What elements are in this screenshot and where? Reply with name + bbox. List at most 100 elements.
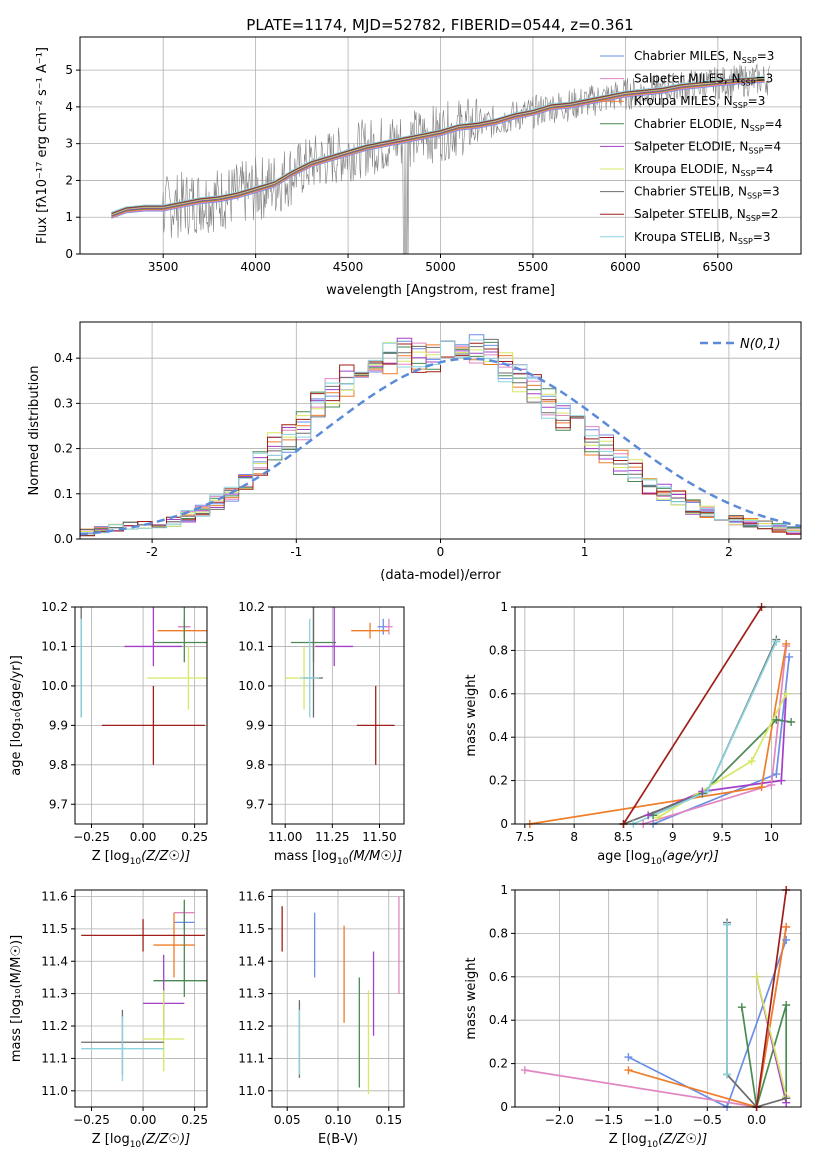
x-tick-label: 5500 xyxy=(518,260,549,274)
y-tick-label: 0.2 xyxy=(489,1057,508,1071)
model-line-2 xyxy=(111,80,765,218)
y-tick-label: 11.3 xyxy=(41,987,68,1001)
y-tick-label: 9.8 xyxy=(49,758,68,772)
y-tick-label: 11.6 xyxy=(238,889,265,903)
y-tick-label: 10.1 xyxy=(238,639,265,653)
x-tick-label: 8 xyxy=(570,830,578,844)
model-line-6 xyxy=(111,77,765,215)
weight-line-4 xyxy=(647,693,788,817)
x-axis-label-sub: 10 xyxy=(337,857,349,867)
y-tick-label: 0.1 xyxy=(54,487,73,501)
weight-marker-6 xyxy=(782,1094,791,1103)
y-tick-label: 11.3 xyxy=(238,987,265,1001)
model-line-5 xyxy=(111,78,765,216)
x-tick-label: 0.05 xyxy=(274,1113,301,1127)
model-line-4 xyxy=(111,78,765,216)
x-axis-label: Z [log10(Z/Z☉)] xyxy=(92,849,190,867)
weight-marker-2 xyxy=(782,922,791,931)
x-tick-label: −0.25 xyxy=(73,1113,110,1127)
y-tick-label: 0 xyxy=(500,1100,508,1114)
weight-marker-1 xyxy=(767,780,776,789)
histogram-series-8 xyxy=(80,339,801,539)
y-axis-label: mass [log₁₀(M/M☉)] xyxy=(9,935,24,1062)
legend-label-end: =3 xyxy=(762,185,780,199)
legend-label-5: Kroupa ELODIE, NSSP=4 xyxy=(634,162,773,178)
panel-massweight_vs_age: 7.5 8 8.5 9 9.5 10 0 0.2 0.4 0.6 0.8 1 age [log10(ag… xyxy=(464,600,802,867)
y-tick-label: 11.1 xyxy=(41,1051,68,1065)
x-axis-label-tail: (M/M☉)] xyxy=(348,849,402,864)
legend-label-2: Kroupa MILES, NSSP=3 xyxy=(634,94,765,110)
y-tick-label: 0.8 xyxy=(489,643,508,657)
legend-label-end: =3 xyxy=(748,94,766,108)
x-tick-label: 6000 xyxy=(610,260,641,274)
weight-marker-0 xyxy=(782,935,791,944)
legend-label-end: =4 xyxy=(763,139,781,153)
axes-frame xyxy=(79,36,802,255)
x-tick-label: 0.00 xyxy=(130,830,157,844)
x-tick-label: 0.25 xyxy=(181,1113,208,1127)
y-tick-label: 0.6 xyxy=(489,687,508,701)
legend-label-sub: SSP xyxy=(738,237,753,246)
weight-marker-3 xyxy=(782,1001,791,1010)
legend-label-8: Kroupa STELIB, NSSP=3 xyxy=(634,230,771,246)
x-axis-label-sub: 10 xyxy=(130,857,142,867)
x-axis-label-sub: 10 xyxy=(647,1140,659,1150)
legend-label-6: Chabrier STELIB, NSSP=3 xyxy=(634,185,780,201)
y-axis-label: Flux [fλ10⁻¹⁷ erg cm⁻² s⁻¹ A⁻¹] xyxy=(35,47,50,244)
legend-label-end: =3 xyxy=(753,230,771,244)
y-tick-label: 0.6 xyxy=(489,970,508,984)
y-tick-label: 0.0 xyxy=(54,532,73,546)
panel-age_vs_Z: −0.25 0.00 0.25 9.7 9.8 9.9 10.0 10.1 10.2 Z [log… xyxy=(9,600,208,867)
weight-line-0 xyxy=(628,939,788,1107)
axes-frame xyxy=(74,889,208,1108)
y-tick-label: 10.0 xyxy=(238,679,265,693)
x-tick-label: 9.5 xyxy=(713,830,732,844)
x-axis-label-tail: (Z/Z☉)] xyxy=(141,849,190,864)
legend-label-sub: SSP xyxy=(750,124,765,133)
legend-label-end: =3 xyxy=(757,49,775,63)
x-axis-label-tail: (age/yr)] xyxy=(662,849,719,864)
x-tick-label: 0.10 xyxy=(325,1113,352,1127)
y-tick-label: 9.7 xyxy=(246,797,265,811)
x-tick-label: 2 xyxy=(725,545,733,559)
y-tick-label: 10.0 xyxy=(41,679,68,693)
y-tick-label: 10.1 xyxy=(41,639,68,653)
legend-label-sub: SSP xyxy=(733,101,748,110)
y-tick-label: 4 xyxy=(65,100,73,114)
weight-marker-3 xyxy=(787,718,796,727)
axes-frame xyxy=(514,889,802,1108)
y-tick-label: 0 xyxy=(65,247,73,261)
x-tick-label: 5000 xyxy=(425,260,456,274)
y-tick-label: 0 xyxy=(500,817,508,831)
weight-marker-5 xyxy=(782,689,791,698)
y-tick-label: 11.6 xyxy=(41,889,68,903)
legend-label-4: Salpeter ELODIE, NSSP=4 xyxy=(634,139,781,155)
axes-frame xyxy=(514,606,802,825)
weight-line-5 xyxy=(755,976,788,1097)
plot-area xyxy=(80,607,207,765)
x-tick-label: −1.5 xyxy=(594,1113,623,1127)
model-line-3 xyxy=(111,79,765,217)
y-tick-label: 10.2 xyxy=(41,600,68,614)
axes-frame xyxy=(271,606,405,825)
weight-marker-2 xyxy=(782,639,791,648)
x-axis-label-tail: (Z/Z☉)] xyxy=(658,1132,707,1147)
axes-frame xyxy=(79,321,802,540)
x-tick-label: 4000 xyxy=(240,260,271,274)
legend-label-end: =4 xyxy=(756,162,774,176)
y-tick-label: 1 xyxy=(500,883,508,897)
panel-residuals: -2 -1 0 1 2 0.0 0.1 0.2 0.3 0.4 (data-model)/error… xyxy=(27,321,802,583)
x-tick-label: -1 xyxy=(290,545,302,559)
x-tick-label: 0.00 xyxy=(130,1113,157,1127)
weight-marker-5 xyxy=(654,813,662,822)
x-tick-label: 10 xyxy=(764,830,779,844)
x-tick-label: -2 xyxy=(146,545,158,559)
weight-marker-8 xyxy=(772,637,781,646)
y-tick-label: 11.0 xyxy=(41,1084,68,1098)
y-axis-label: age [log₁₀(age/yr)] xyxy=(9,655,24,776)
y-tick-label: 11.2 xyxy=(41,1019,68,1033)
x-tick-label: 4500 xyxy=(333,260,364,274)
x-tick-label: −0.5 xyxy=(693,1113,722,1127)
x-axis-label-sub: 10 xyxy=(130,1140,142,1150)
